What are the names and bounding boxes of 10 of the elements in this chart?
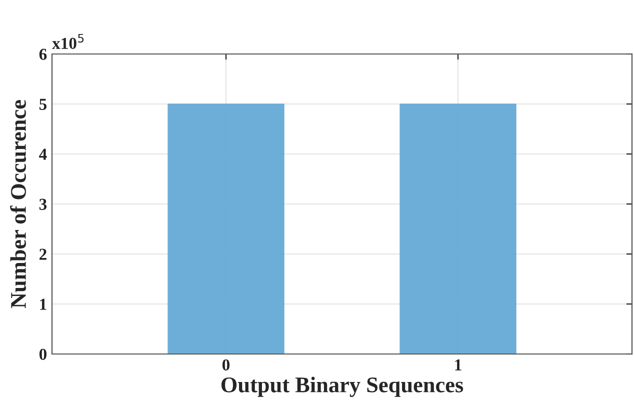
y-axis-title: Number of Occurence	[10, 100, 26, 308]
y-tick-label: 0	[39, 348, 47, 360]
y-tick-label: 5	[39, 98, 47, 110]
y-tick-label: 6	[39, 48, 47, 60]
y-tick-label: 2	[40, 248, 46, 260]
y-tick-label: 4	[39, 148, 47, 160]
y-tick-label: 3	[39, 198, 47, 210]
x-axis-title: Output Binary Sequences	[221, 376, 464, 397]
y-tick-label: 1	[40, 298, 46, 310]
text: x10$^{5}$	[52, 34, 84, 49]
